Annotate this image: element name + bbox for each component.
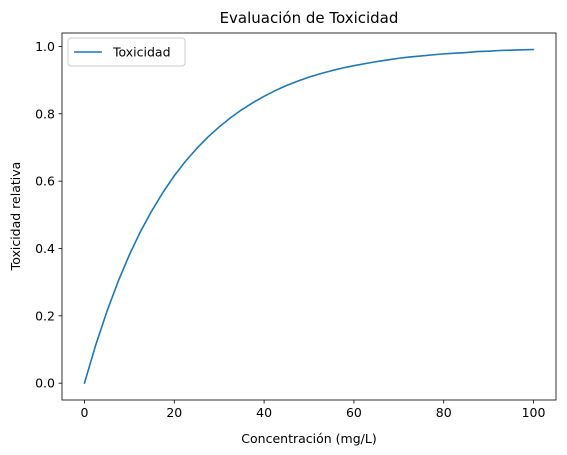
x-tick-label: 100: [522, 405, 546, 420]
plot-frame: [61, 32, 557, 401]
y-tick-label: 0.6: [35, 174, 55, 189]
y-axis-label: Toxicidad relativa: [8, 162, 23, 272]
y-tick-label: 0.2: [35, 308, 55, 323]
y-tick-label: 0.8: [35, 106, 55, 121]
x-tick-label: 0: [80, 405, 88, 420]
legend-label: Toxicidad: [112, 45, 171, 60]
x-tick-label: 60: [346, 405, 362, 420]
plot-area: [61, 32, 557, 401]
y-tick-label: 1.0: [35, 39, 55, 54]
y-axis: 0.0 0.2 0.4 0.6 0.8 1.0: [35, 39, 62, 391]
legend-box: [67, 37, 186, 67]
series-line-0: [83, 48, 535, 384]
x-tick-label: 20: [166, 405, 182, 420]
x-tick-label: 40: [256, 405, 272, 420]
x-axis-label: Concentración (mg/L): [241, 431, 376, 446]
x-tick-label: 80: [436, 405, 452, 420]
chart-title: Evaluación de Toxicidad: [220, 9, 399, 27]
legend: Toxicidad: [67, 37, 186, 67]
y-tick-label: 0.4: [35, 241, 55, 256]
x-axis: 0 20 40 60 80 100: [80, 400, 546, 420]
y-tick-label: 0.0: [35, 376, 55, 391]
